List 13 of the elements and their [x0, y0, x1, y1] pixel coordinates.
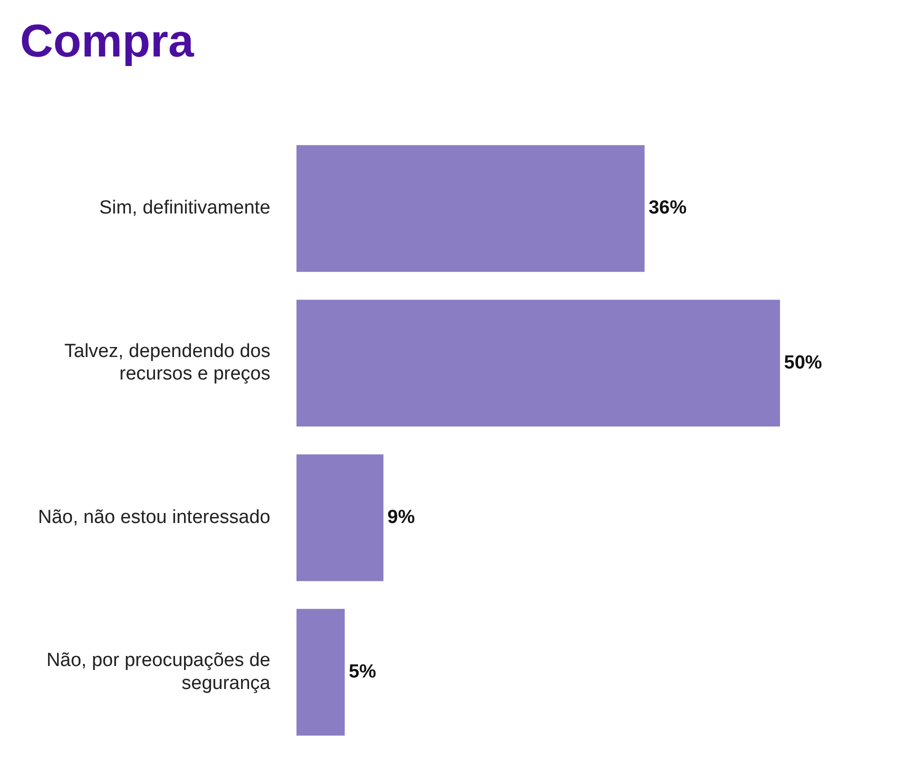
- y-tick-label: Talvez, dependendo dos recursos e preços: [64, 340, 270, 385]
- chart-title: Compra: [20, 14, 194, 66]
- y-tick-label: Sim, definitivamente: [99, 198, 270, 219]
- bar: [296, 145, 645, 272]
- bar: [296, 608, 345, 736]
- bar: [296, 300, 780, 426]
- data-label: 36%: [648, 198, 687, 219]
- data-label: 5%: [348, 662, 376, 683]
- data-label: 9%: [387, 506, 415, 528]
- bar: [296, 454, 384, 582]
- y-tick-label: Não, não estou interessado: [38, 506, 270, 528]
- y-tick-label: Não, por preocupações de segurança: [46, 650, 271, 694]
- data-label: 50%: [784, 352, 822, 374]
